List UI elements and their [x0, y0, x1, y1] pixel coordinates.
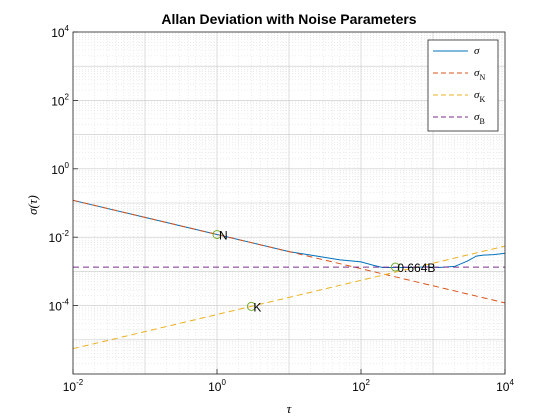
x-tick-label: 102: [352, 378, 370, 394]
y-tick-label: 10-4: [49, 298, 70, 314]
series-line-1: [72, 199, 506, 304]
grid: [72, 31, 506, 375]
annotation-marker: [390, 262, 400, 272]
y-tick-label: 102: [51, 92, 69, 108]
annotation-label: 0.664B: [397, 261, 435, 275]
y-tick-label: 100: [51, 161, 69, 177]
y-tick-label: 10-2: [49, 229, 70, 245]
x-tick-label: 104: [496, 378, 514, 394]
annotation-marker: [246, 301, 256, 311]
legend-label-0: σ: [474, 45, 480, 57]
annotations: N K 0.664B: [212, 228, 435, 314]
x-tick-label: 10-2: [63, 378, 84, 394]
x-axis-label: τ: [287, 401, 293, 416]
ticks: 10-2 100 102 104 10-4 10-2 100 102 104: [49, 24, 515, 394]
y-axis-label: σ(τ): [25, 195, 40, 215]
annotation-label: N: [219, 228, 228, 242]
legend: σ σN σK σB: [427, 39, 499, 132]
legend-box: [427, 39, 499, 132]
legend-label-2: σK: [474, 89, 485, 104]
series-layer: [72, 199, 506, 350]
y-tick-label: 104: [51, 24, 69, 40]
annotation-marker: [212, 229, 222, 239]
legend-label-1: σN: [474, 67, 485, 82]
plot-frame: [72, 31, 506, 375]
x-tick-label: 100: [208, 378, 226, 394]
legend-label-3: σB: [474, 111, 485, 126]
annotation-label: K: [253, 300, 261, 314]
series-line-2: [72, 245, 506, 350]
chart-title: Allan Deviation with Noise Parameters: [161, 11, 416, 27]
